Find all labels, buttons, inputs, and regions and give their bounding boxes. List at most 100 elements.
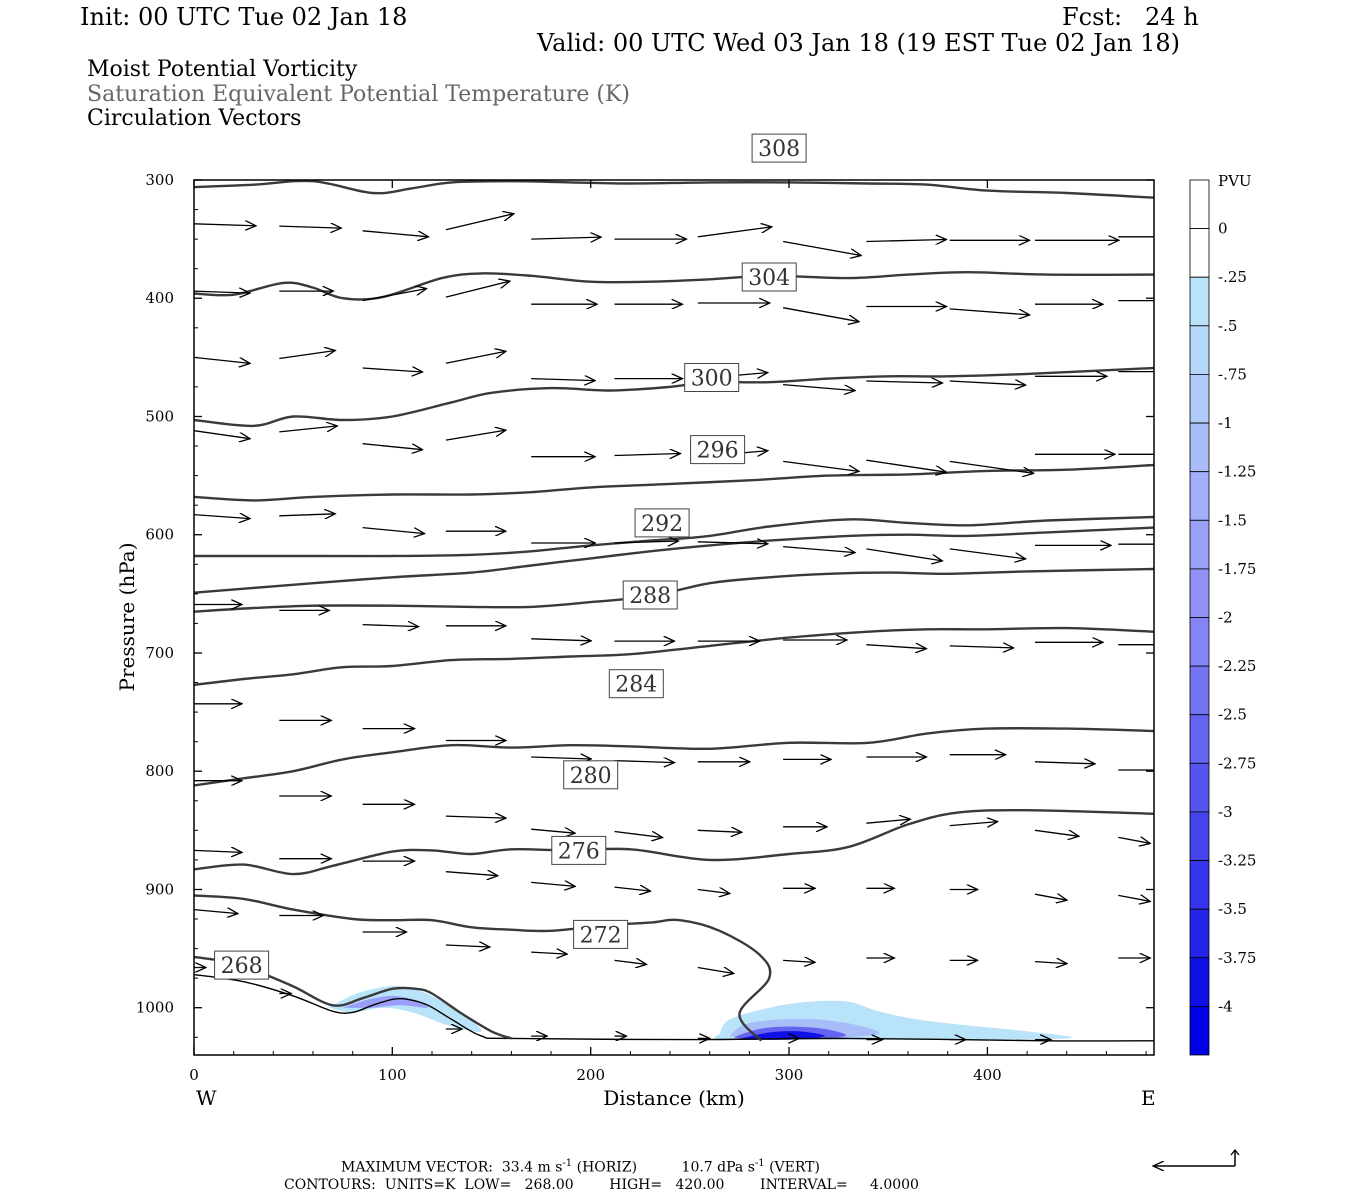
vector-38 [362,443,423,450]
vector-88 [531,829,575,833]
vector-0 [194,224,256,226]
contour-280 [194,727,1154,787]
forecast-hour: Fcst: 24 h [1062,3,1199,31]
contour-284 [194,626,1154,687]
surface-pressure-line [194,973,1154,1042]
reference-vector [1153,1148,1240,1166]
colorbar-swatch-1 [1189,228,1210,278]
colorbar-swatch-7 [1189,519,1210,570]
vector-7 [782,240,861,256]
vector-15 [445,281,510,298]
colorbar-label-1: -.25 [1218,268,1247,286]
max-vector-note: MAXIMUM VECTOR: 33.4 m s-1 (HORIZ) 10.7 … [341,1158,820,1176]
contour-label-box-272 [573,919,629,949]
contour-292 [194,526,1154,594]
vector-102 [697,890,730,894]
contour-label-268: 268 [221,954,263,979]
colorbar-label-7: -1.75 [1218,560,1256,578]
vector-24 [194,356,250,363]
contour-label-layer: 268 272 276 280 284 288 292 296 300 304 308 [214,133,807,980]
colorbar-label-6: -1.5 [1218,511,1247,529]
colorbar-swatch-10 [1189,665,1210,716]
vector-99 [445,872,498,876]
vector-44 [866,459,946,472]
vector-31 [783,383,855,391]
vector-118 [1034,962,1067,964]
vector-27 [445,351,506,364]
vector-57 [949,548,1026,559]
vector-53 [614,541,679,543]
contour-label-box-296 [690,435,746,465]
y-tick-label-600: 600 [145,526,174,544]
contour-label-box-304 [741,262,797,292]
vector-21 [949,308,1030,315]
vector-56 [866,548,942,561]
y-tick-label-700: 700 [145,644,174,662]
colorbar-label-2: -.5 [1218,317,1237,335]
y-tick-label-1000: 1000 [136,999,174,1017]
contour-312 [194,180,1154,199]
contour-label-284: 284 [615,673,657,698]
colorbar-swatch-17 [1189,1006,1210,1056]
contour-label-box-308 [751,133,807,163]
vector-93 [949,822,998,826]
vector-25 [279,351,335,360]
field-title-vectors: Circulation Vectors [87,106,302,131]
colorbar-label-16: -4 [1218,997,1233,1015]
x-tick-label-400: 400 [973,1066,1002,1084]
colorbar-swatch-0 [1189,179,1210,229]
colorbar-label-9: -2.25 [1218,657,1256,675]
field-title-mpv: Moist Potential Vorticity [87,57,358,82]
contour-272 [194,894,772,1042]
field-title-theta-es: Saturation Equivalent Potential Temperat… [87,82,630,107]
colorbar-swatch-12 [1189,762,1210,813]
vector-107 [1118,895,1150,901]
vector-64 [531,639,591,641]
contour-label-296: 296 [697,439,739,464]
theta-es-contour-layer [194,180,1154,1042]
surface-layer [194,973,1154,1042]
colorbar-swatch-11 [1189,714,1210,764]
vector-55 [783,545,855,553]
vector-54 [697,542,768,544]
colorbar-swatch-4 [1189,373,1210,424]
vector-14 [362,289,427,302]
colorbar-swatch-14 [1189,860,1210,910]
x-tick-label-0: 0 [189,1066,199,1084]
x-tick-label-100: 100 [378,1066,407,1084]
vector-39 [445,430,506,441]
vector-49 [279,514,335,516]
contour-label-box-292 [634,508,690,538]
pv-region-0 [328,985,482,1033]
vector-115 [783,960,815,962]
vector-111 [445,945,490,947]
vector-3 [445,214,514,231]
colorbar-swatch-13 [1189,811,1210,861]
vector-106 [1034,894,1067,900]
vector-19 [782,307,859,322]
contour-296 [194,515,1154,558]
vector-45 [949,460,1034,473]
y-tick-label-300: 300 [145,171,174,189]
x-axis-title: Distance (km) [603,1086,745,1110]
vector-101 [614,887,651,891]
valid-time: Valid: 00 UTC Wed 03 Jan 18 (19 EST Tue … [537,29,1181,57]
x-tick-label-300: 300 [775,1066,804,1084]
vector-6 [697,227,772,238]
colorbar-swatch-5 [1189,422,1210,473]
vector-33 [949,381,1026,385]
colorbar-label-13: -3.25 [1218,852,1256,870]
vector-94 [1034,829,1079,836]
colorbar-label-12: -3 [1218,803,1233,821]
vector-96 [194,850,242,852]
vector-76 [531,757,591,759]
contour-label-box-276 [551,835,607,865]
colorbar-swatch-2 [1189,276,1210,327]
contour-label-box-268 [214,950,270,980]
y-tick-label-900: 900 [145,881,174,899]
contour-label-272: 272 [580,923,622,948]
contour-label-box-300 [684,363,740,392]
colorbar-swatch-15 [1189,908,1210,959]
vector-2 [362,230,429,237]
pv-colorbar: PVU 0 -.25 -.5 -.75 -1 -1.25 -1.5 -1.75 -2 -2.25 -2… [1189,172,1256,1056]
